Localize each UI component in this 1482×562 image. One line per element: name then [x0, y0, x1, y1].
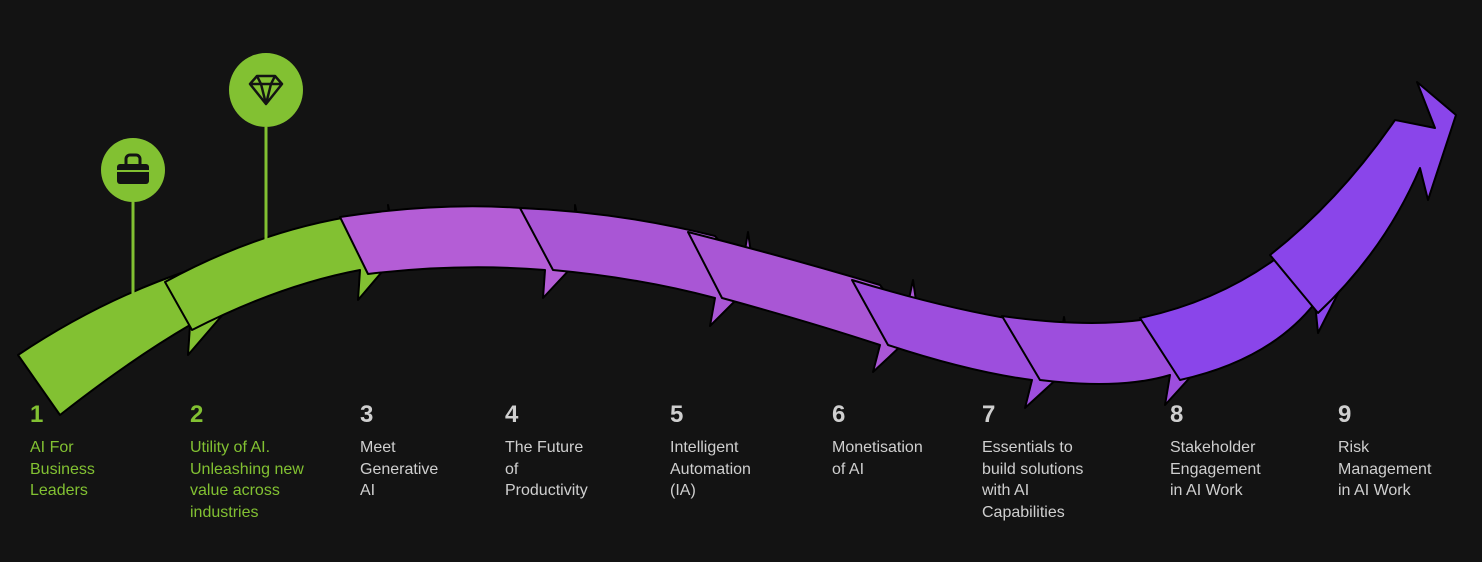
roadmap-diagram: { "background_color": "#131313", "colors… [0, 0, 1482, 562]
step-title: Monetisation of AI [832, 437, 972, 480]
step-7: 7 Essentials to build solutions with AI C… [982, 403, 1132, 523]
step-number: 8 [1170, 403, 1320, 427]
step-1: 1 AI For Business Leaders [30, 403, 150, 502]
step-title: Meet Generative AI [360, 437, 480, 502]
step-number: 2 [190, 403, 350, 427]
step-labels: 1 AI For Business Leaders 2 Utility of AI. … [0, 0, 1482, 562]
step-3: 3 Meet Generative AI [360, 403, 480, 502]
step-number: 4 [505, 403, 635, 427]
step-title: Essentials to build solutions with AI Ca… [982, 437, 1132, 523]
step-title: Stakeholder Engagement in AI Work [1170, 437, 1320, 502]
step-title: Utility of AI. Unleashing new value acro… [190, 437, 350, 523]
step-title: AI For Business Leaders [30, 437, 150, 502]
step-number: 6 [832, 403, 972, 427]
step-number: 1 [30, 403, 150, 427]
step-number: 9 [1338, 403, 1482, 427]
step-title: The Future of Productivity [505, 437, 635, 502]
step-8: 8 Stakeholder Engagement in AI Work [1170, 403, 1320, 502]
step-number: 5 [670, 403, 810, 427]
step-title: Risk Management in AI Work [1338, 437, 1482, 502]
step-number: 7 [982, 403, 1132, 427]
step-2: 2 Utility of AI. Unleashing new value acr… [190, 403, 350, 523]
step-title: Intelligent Automation (IA) [670, 437, 810, 502]
step-6: 6 Monetisation of AI [832, 403, 972, 480]
step-4: 4 The Future of Productivity [505, 403, 635, 502]
step-5: 5 Intelligent Automation (IA) [670, 403, 810, 502]
step-number: 3 [360, 403, 480, 427]
step-9: 9 Risk Management in AI Work [1338, 403, 1482, 502]
